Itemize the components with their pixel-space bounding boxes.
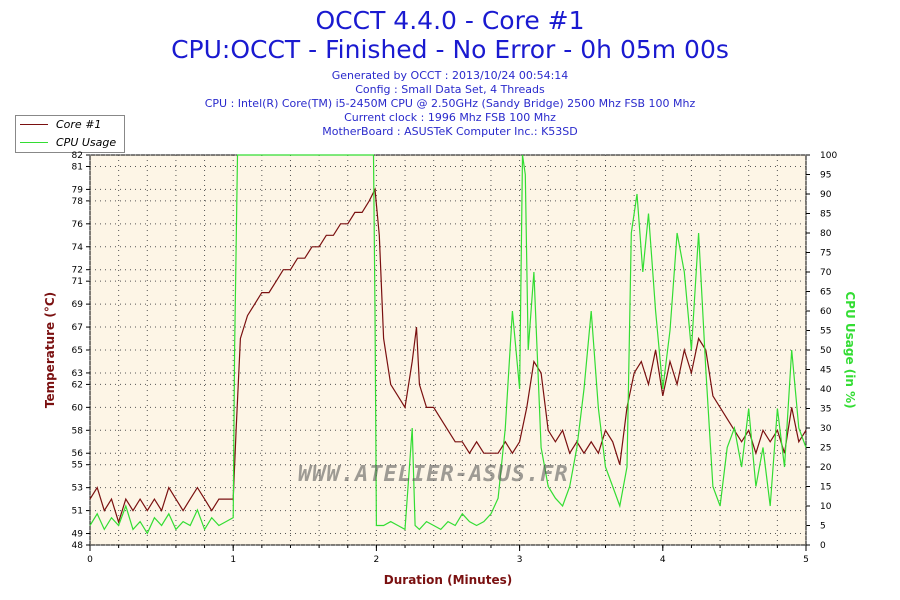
y-tick-label: 74 (72, 243, 84, 253)
y2-tick-label: 30 (820, 424, 832, 434)
watermark: WWW.ATELIER-ASUS.FR (298, 462, 569, 487)
y2-tick-label: 90 (820, 190, 832, 200)
y2-tick-label: 85 (820, 210, 831, 220)
y-tick-label: 81 (72, 162, 83, 172)
legend-item-core: Core #1 (16, 116, 124, 134)
legend: Core #1 CPU Usage (15, 115, 125, 153)
y-tick-label: 53 (72, 484, 83, 494)
x-axis-label: Duration (Minutes) (384, 573, 512, 587)
info-clock: Current clock : 1996 Mhz FSB 100 Mhz (344, 111, 556, 124)
series-line-core (89, 187, 807, 525)
legend-swatch-core (20, 124, 48, 125)
info-config: Config : Small Data Set, 4 Threads (355, 83, 545, 96)
legend-label-core: Core #1 (56, 118, 102, 131)
y-tick-label: 62 (72, 380, 83, 390)
y2-tick-label: 80 (820, 229, 832, 239)
y-tick-label: 78 (72, 197, 84, 207)
x-tick-label: 0 (87, 555, 93, 565)
y2-tick-label: 100 (820, 151, 837, 161)
y2-tick-label: 40 (820, 385, 832, 395)
y-tick-label: 65 (72, 346, 83, 356)
chart-subtitle: CPU:OCCT - Finished - No Error - 0h 05m … (171, 35, 729, 64)
y-tick-label: 63 (72, 369, 83, 379)
x-tick-label: 3 (517, 555, 523, 565)
y2-tick-label: 20 (820, 463, 832, 473)
y2-tick-label: 65 (820, 288, 831, 298)
series-line-cpu-usage (89, 154, 807, 535)
y-tick-label: 58 (72, 426, 84, 436)
plot-background (89, 154, 807, 546)
x-tick-label: 5 (803, 555, 809, 565)
y-tick-label: 72 (72, 266, 83, 276)
y-tick-label: 71 (72, 277, 83, 287)
x-tick-label: 2 (374, 555, 380, 565)
y-tick-label: 56 (72, 449, 84, 459)
legend-label-cpu-usage: CPU Usage (56, 136, 117, 149)
info-motherboard: MotherBoard : ASUSTeK Computer Inc.: K53… (322, 125, 578, 138)
info-cpu: CPU : Intel(R) Core(TM) i5-2450M CPU @ 2… (204, 97, 696, 110)
y-tick-label: 67 (72, 323, 83, 333)
info-generated: Generated by OCCT : 2013/10/24 00:54:14 (331, 69, 569, 82)
y-tick-label: 69 (72, 300, 84, 310)
y2-tick-label: 75 (820, 249, 831, 259)
y2-tick-label: 55 (820, 327, 831, 337)
chart-title: OCCT 4.4.0 - Core #1 (315, 6, 585, 35)
y2-tick-label: 70 (820, 268, 832, 278)
y-tick-label: 76 (72, 220, 84, 230)
y2-tick-label: 5 (820, 522, 826, 532)
x-tick-label: 4 (660, 555, 666, 565)
y-tick-label: 55 (72, 461, 83, 471)
y-tick-label: 79 (72, 185, 84, 195)
y2-tick-label: 15 (820, 483, 831, 493)
x-tick-label: 1 (230, 555, 236, 565)
y2-tick-label: 50 (820, 346, 832, 356)
y-axis-label: Temperature (°C) (43, 292, 57, 408)
y-tick-label: 60 (72, 403, 84, 413)
y-tick-label: 51 (72, 507, 83, 517)
y2-tick-label: 60 (820, 307, 832, 317)
y2-tick-label: 45 (820, 366, 831, 376)
y2-tick-label: 0 (820, 541, 826, 551)
legend-item-cpu-usage: CPU Usage (16, 134, 124, 152)
y-tick-label: 82 (72, 151, 83, 161)
y2-axis-label: CPU Usage (in %) (843, 291, 857, 408)
y2-tick-label: 95 (820, 171, 831, 181)
y2-tick-label: 25 (820, 444, 831, 454)
y2-tick-label: 35 (820, 405, 831, 415)
y2-tick-label: 10 (820, 502, 832, 512)
y-tick-label: 48 (72, 541, 84, 551)
legend-swatch-cpu-usage (20, 142, 48, 143)
y-tick-label: 49 (72, 530, 84, 540)
